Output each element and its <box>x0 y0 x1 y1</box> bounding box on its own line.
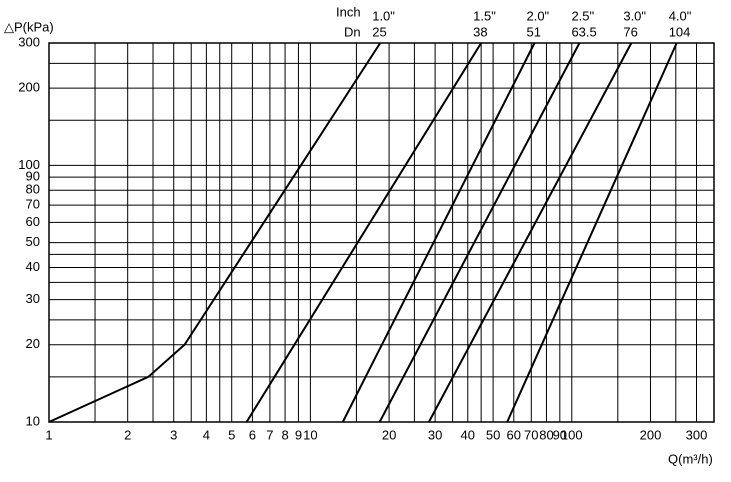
inch-label: 2.5" <box>571 8 594 23</box>
y-tick-label: 300 <box>18 34 40 49</box>
x-axis-label: Q(m³/h) <box>668 451 713 466</box>
x-tick-label: 7 <box>266 427 273 442</box>
x-tick-label: 9 <box>295 427 302 442</box>
curve <box>341 42 536 423</box>
inch-label: 4.0" <box>669 8 692 23</box>
dn-label: 38 <box>473 24 487 39</box>
x-tick-label: 70 <box>524 427 538 442</box>
curve <box>428 42 633 423</box>
dn-label: 51 <box>526 24 540 39</box>
inch-label: 1.5" <box>473 8 496 23</box>
x-tick-label: 200 <box>640 427 662 442</box>
x-tick-label: 50 <box>486 427 500 442</box>
inch-label: 2.0" <box>526 8 549 23</box>
x-tick-label: 6 <box>249 427 256 442</box>
x-tick-label: 8 <box>281 427 288 442</box>
y-tick-label: 40 <box>26 259 40 274</box>
y-tick-label: 30 <box>26 291 40 306</box>
y-axis-label: △P(kPa) <box>4 19 54 34</box>
y-tick-label: 90 <box>26 169 40 184</box>
plot-frame <box>48 42 715 423</box>
y-tick-label: 20 <box>26 336 40 351</box>
y-tick-label: 70 <box>26 197 40 212</box>
inch-header: Inch <box>336 4 361 19</box>
inch-label: 3.0" <box>623 8 646 23</box>
y-tick-label: 60 <box>26 214 40 229</box>
curve <box>245 42 482 423</box>
y-tick-label: 100 <box>18 157 40 172</box>
dn-label: 25 <box>372 24 386 39</box>
dn-label: 63.5 <box>571 24 596 39</box>
x-tick-label: 3 <box>170 427 177 442</box>
x-tick-label: 2 <box>124 427 131 442</box>
x-tick-label: 100 <box>561 427 583 442</box>
x-tick-label: 300 <box>686 427 708 442</box>
x-tick-label: 40 <box>461 427 475 442</box>
curve <box>378 42 581 423</box>
dn-label: 104 <box>669 24 691 39</box>
curve <box>48 42 382 423</box>
x-tick-label: 10 <box>303 427 317 442</box>
x-tick-label: 80 <box>539 427 553 442</box>
inch-label: 1.0" <box>372 8 395 23</box>
x-tick-label: 4 <box>203 427 210 442</box>
y-tick-label: 50 <box>26 234 40 249</box>
y-tick-label: 200 <box>18 80 40 95</box>
curve <box>506 42 678 423</box>
x-tick-label: 90 <box>553 427 567 442</box>
x-tick-label: 20 <box>382 427 396 442</box>
dn-header: Dn <box>344 24 361 39</box>
y-tick-label: 10 <box>26 413 40 428</box>
x-tick-label: 1 <box>45 427 52 442</box>
y-tick-label: 80 <box>26 182 40 197</box>
dn-label: 76 <box>623 24 637 39</box>
x-tick-label: 30 <box>428 427 442 442</box>
x-tick-label: 5 <box>228 427 235 442</box>
x-tick-label: 60 <box>507 427 521 442</box>
